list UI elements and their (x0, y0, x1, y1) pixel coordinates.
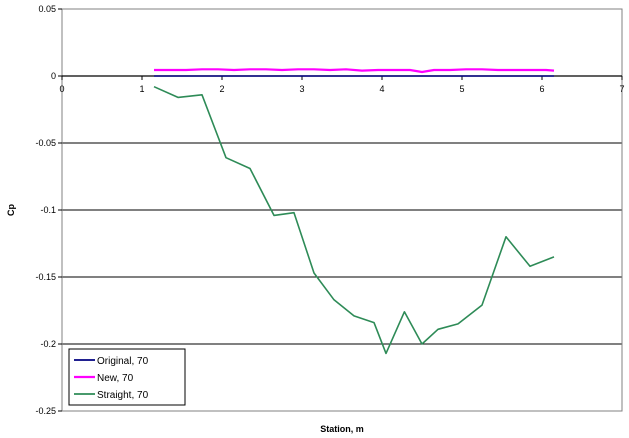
x-tick-label: 6 (539, 84, 544, 94)
y-axis-label: Cp (6, 204, 16, 216)
y-tick-label: 0.05 (38, 4, 56, 14)
legend-label: Original, 70 (97, 356, 149, 367)
legend-label: New, 70 (97, 373, 134, 384)
y-tick-label: 0 (51, 71, 56, 81)
x-tick-label: 7 (619, 84, 624, 94)
gridlines (62, 75, 622, 345)
series-lines (153, 68, 555, 355)
x-axis-label: Station, m (320, 424, 364, 434)
x-tick-label: 5 (459, 84, 464, 94)
series-line-2 (154, 68, 555, 74)
x-tick-label: 0 (59, 84, 64, 94)
x-tick-label: 2 (219, 84, 224, 94)
legend-label: Straight, 70 (97, 390, 149, 401)
x-tick-label: 4 (379, 84, 384, 94)
y-tick-label: -0.25 (35, 406, 56, 416)
y-tick-label: -0.2 (40, 339, 56, 349)
x-tick-label: 3 (299, 84, 304, 94)
y-axis-ticks: 0.05 0 -0.05 -0.1 -0.15 -0.2 -0.25 (35, 4, 62, 416)
x-tick-label: 1 (139, 84, 144, 94)
y-tick-label: -0.1 (40, 205, 56, 215)
series-line-3 (153, 85, 555, 355)
y-tick-label: -0.15 (35, 272, 56, 282)
y-tick-label: -0.05 (35, 138, 56, 148)
legend: Original, 70 New, 70 Straight, 70 (68, 348, 186, 406)
x-axis: 0 1 2 3 4 5 6 7 (59, 75, 625, 94)
